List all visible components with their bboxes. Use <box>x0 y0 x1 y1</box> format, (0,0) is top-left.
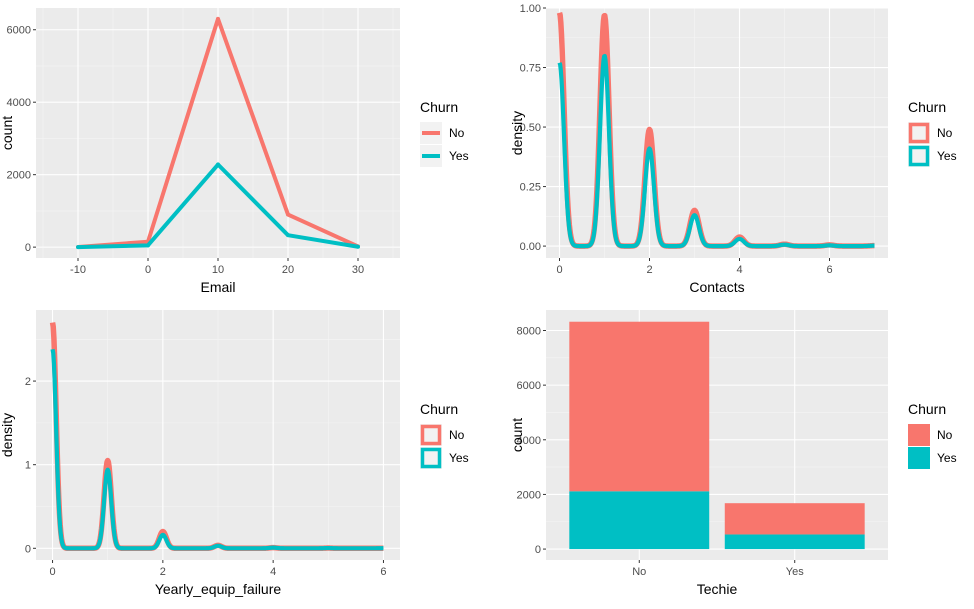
legend-label: No <box>937 126 953 140</box>
y-axis-title: count <box>509 418 525 452</box>
legend-title: Churn <box>908 99 946 115</box>
y-tick-label: 0 <box>25 543 31 555</box>
legend-label: Yes <box>937 451 957 465</box>
legend-key-outline <box>420 424 442 446</box>
x-tick-label: 10 <box>212 264 224 276</box>
data-point-yes <box>216 162 220 167</box>
x-tick-label: 30 <box>352 264 364 276</box>
legend: Churn No Yes <box>908 99 957 167</box>
legend-label: Yes <box>449 149 469 163</box>
bar-no-yes <box>569 491 710 550</box>
y-tick-label: 2000 <box>7 170 31 182</box>
legend-title: Churn <box>420 401 458 417</box>
x-tick-label: 6 <box>826 264 832 276</box>
legend-title: Churn <box>908 401 946 417</box>
y-axis-title: density <box>509 111 525 155</box>
legend-label: Yes <box>449 451 469 465</box>
y-tick-label: 8000 <box>517 325 541 337</box>
x-tick-label: -10 <box>70 264 86 276</box>
y-tick-label: 0.00 <box>520 241 541 253</box>
y-tick-label: 0 <box>535 544 541 556</box>
y-tick-label: 2 <box>25 376 31 388</box>
x-tick-label: 0 <box>145 264 151 276</box>
y-tick-label: 4000 <box>517 435 541 447</box>
x-axis-title: Yearly_equip_failure <box>155 581 282 597</box>
x-tick-label: Yes <box>786 566 804 578</box>
data-point-yes <box>146 243 150 248</box>
legend-title: Churn <box>420 99 458 115</box>
x-tick-label: 4 <box>736 264 742 276</box>
y-axis-title: density <box>0 413 15 457</box>
x-tick-label: 0 <box>49 566 55 578</box>
panel-1: 0 2000 4000 6000 -10 0 10 20 30 Email count Churn No… <box>0 8 469 295</box>
y-tick-label: 0.25 <box>520 182 541 194</box>
legend: Churn No Yes <box>420 99 469 167</box>
x-axis-title: Techie <box>697 581 738 597</box>
y-tick-label: 1 <box>25 460 31 472</box>
density-curve-yes <box>50 348 385 551</box>
x-tick-label: 2 <box>160 566 166 578</box>
legend-key-fill <box>908 424 930 446</box>
x-tick-label: 4 <box>270 566 276 578</box>
data-point-no <box>286 212 290 217</box>
legend-key-outline <box>908 145 930 167</box>
x-tick-label: 20 <box>282 264 294 276</box>
panel-4: 0 2000 4000 6000 8000 No Yes Techie count Churn No… <box>509 310 957 597</box>
legend-label: Yes <box>937 149 957 163</box>
y-tick-label: 6000 <box>517 380 541 392</box>
y-tick-label: 6000 <box>7 25 31 37</box>
data-point-no <box>216 16 220 21</box>
data-point-yes <box>286 233 290 238</box>
bar-yes-yes <box>724 534 865 550</box>
y-tick-label: 0.50 <box>520 122 541 134</box>
x-tick-label: No <box>632 566 646 578</box>
bar-yes-no <box>724 503 865 535</box>
legend-label: No <box>449 126 465 140</box>
x-tick-label: 6 <box>380 566 386 578</box>
density-curve-yes <box>557 53 876 249</box>
x-tick-label: 2 <box>646 264 652 276</box>
legend: Churn No Yes <box>420 401 469 469</box>
y-axis-title: count <box>0 116 15 150</box>
x-tick-label: 0 <box>556 264 562 276</box>
panel-3: 0 1 2 0 2 4 6 Yearly_equip_failure density Churn N… <box>0 310 469 597</box>
y-tick-label: 0 <box>25 242 31 254</box>
y-tick-label: 4000 <box>7 97 31 109</box>
x-axis-title: Email <box>200 279 235 295</box>
legend-key-outline <box>420 447 442 469</box>
legend-label: No <box>449 428 465 442</box>
legend-key-outline <box>908 122 930 144</box>
y-tick-label: 0.75 <box>520 63 541 75</box>
legend-label: No <box>937 428 953 442</box>
data-point-yes <box>76 245 80 250</box>
x-axis-title: Contacts <box>689 279 744 295</box>
legend-key-fill <box>908 447 930 469</box>
y-tick-label: 1.00 <box>520 3 541 15</box>
data-point-yes <box>356 244 360 249</box>
y-tick-label: 2000 <box>517 489 541 501</box>
legend: Churn No Yes <box>908 401 957 469</box>
bar-no-no <box>569 321 710 492</box>
panel-2: 0.00 0.25 0.50 0.75 1.00 0 2 4 6 Contacts density C… <box>509 3 957 295</box>
